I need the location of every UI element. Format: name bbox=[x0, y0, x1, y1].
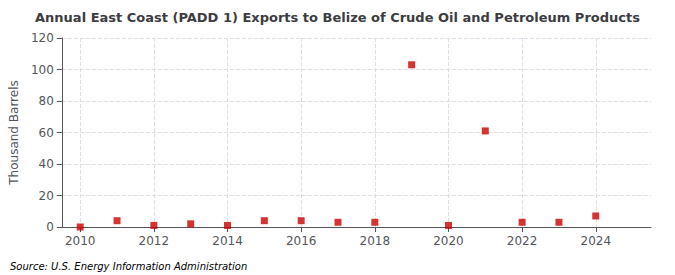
svg-text:120: 120 bbox=[31, 31, 54, 45]
svg-text:2012: 2012 bbox=[139, 234, 170, 248]
svg-text:2020: 2020 bbox=[433, 234, 464, 248]
svg-text:0: 0 bbox=[46, 220, 54, 234]
svg-text:2022: 2022 bbox=[507, 234, 538, 248]
svg-text:2016: 2016 bbox=[286, 234, 317, 248]
svg-text:40: 40 bbox=[39, 157, 54, 171]
svg-text:2014: 2014 bbox=[212, 234, 243, 248]
svg-text:2024: 2024 bbox=[580, 234, 611, 248]
svg-text:Annual East Coast (PADD 1) Exp: Annual East Coast (PADD 1) Exports to Be… bbox=[35, 10, 640, 25]
svg-text:2010: 2010 bbox=[65, 234, 96, 248]
svg-text:100: 100 bbox=[31, 63, 54, 77]
svg-text:20: 20 bbox=[39, 189, 54, 203]
svg-text:Thousand Barrels: Thousand Barrels bbox=[7, 80, 21, 185]
svg-text:80: 80 bbox=[39, 94, 54, 108]
svg-text:Source: U.S. Energy Informatio: Source: U.S. Energy Information Administ… bbox=[10, 261, 247, 272]
svg-text:60: 60 bbox=[39, 126, 54, 140]
svg-text:2018: 2018 bbox=[360, 234, 391, 248]
